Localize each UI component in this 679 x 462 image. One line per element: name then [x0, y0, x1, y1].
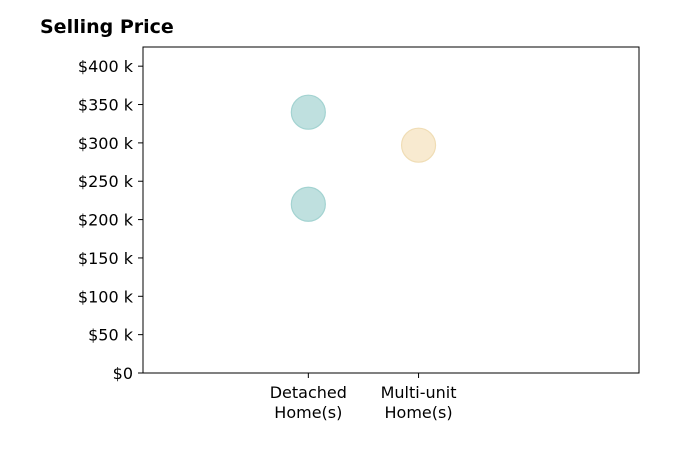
- chart-title: Selling Price: [40, 16, 174, 38]
- y-tick-label: $350 k: [78, 96, 134, 115]
- y-axis: $0 $50 k $100 k $150 k $200 k $250 k $300 k $35…: [78, 57, 143, 383]
- data-point: [290, 186, 326, 222]
- y-tick-label: $200 k: [78, 211, 134, 230]
- y-tick-label: $150 k: [78, 249, 134, 268]
- y-tick-label: $0: [113, 364, 133, 383]
- y-tick-label: $50 k: [88, 326, 134, 345]
- plot-area-frame: [142, 46, 640, 374]
- data-point: [290, 94, 326, 130]
- x-axis: Detached Home(s) Multi-unit Home(s): [270, 373, 457, 422]
- y-tick-label: $400 k: [78, 57, 134, 76]
- x-tick-label: Detached Home(s): [270, 383, 347, 422]
- y-tick-label: $100 k: [78, 287, 134, 306]
- data-points: [290, 94, 437, 222]
- data-point: [400, 127, 437, 163]
- y-tick-label: $250 k: [78, 172, 134, 191]
- x-tick-label: Multi-unit Home(s): [381, 383, 457, 422]
- y-tick-label: $300 k: [78, 134, 134, 153]
